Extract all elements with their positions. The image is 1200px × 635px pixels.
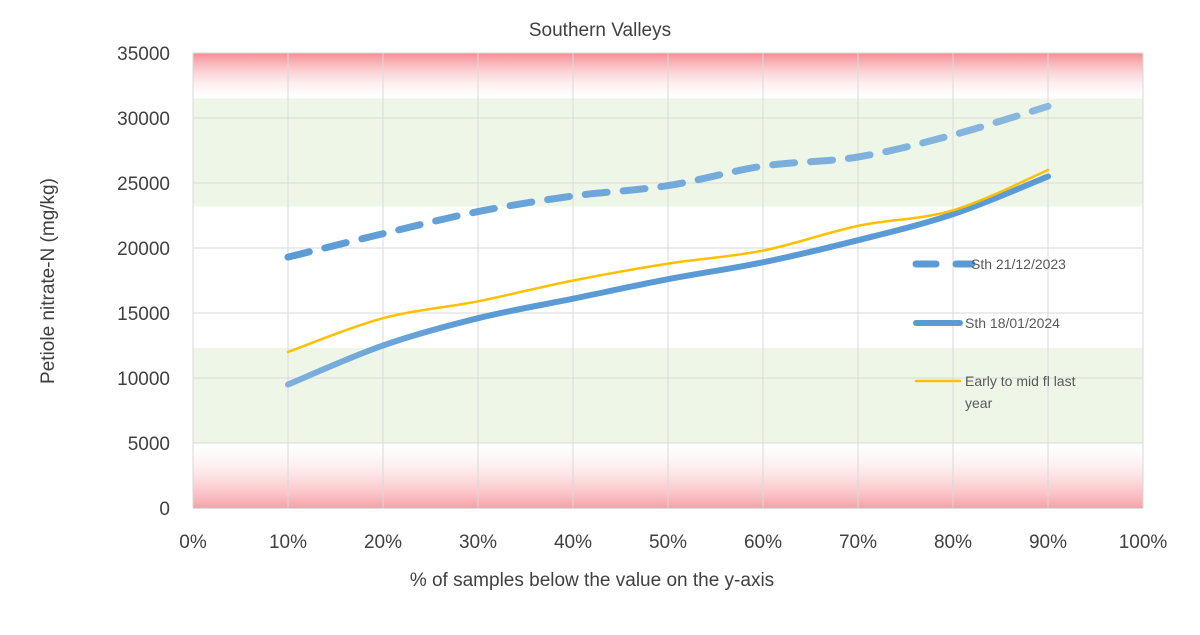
x-tick-label: 20% <box>364 532 402 553</box>
y-tick-label: 10000 <box>117 369 170 390</box>
legend-label-line: Early to mid fl last <box>965 373 1076 389</box>
legend-label-1: Sth 18/01/2024 <box>965 315 1060 331</box>
x-tick-label: 60% <box>744 532 782 553</box>
x-tick-label: 80% <box>934 532 972 553</box>
x-axis-label: % of samples below the value on the y-ax… <box>410 570 774 591</box>
x-tick-label: 10% <box>269 532 307 553</box>
x-tick-label: 90% <box>1029 532 1067 553</box>
x-tick-label: 50% <box>649 532 687 553</box>
x-tick-label: 40% <box>554 532 592 553</box>
x-tick-label: 100% <box>1119 532 1168 553</box>
x-tick-label: 0% <box>179 532 207 553</box>
y-axis-label: Petiole nitrate-N (mg/kg) <box>38 178 59 384</box>
y-tick-label: 0 <box>159 499 170 520</box>
y-tick-label: 5000 <box>128 434 170 455</box>
legend-label-0: Sth 21/12/2023 <box>971 256 1066 272</box>
x-tick-label: 70% <box>839 532 877 553</box>
y-tick-label: 15000 <box>117 304 170 325</box>
y-tick-label: 20000 <box>117 239 170 260</box>
chart-title: Southern Valleys <box>529 20 671 41</box>
y-tick-label: 25000 <box>117 174 170 195</box>
y-tick-label: 35000 <box>117 44 170 65</box>
x-tick-label: 30% <box>459 532 497 553</box>
y-tick-label: 30000 <box>117 109 170 130</box>
legend-label-line: year <box>965 395 993 411</box>
